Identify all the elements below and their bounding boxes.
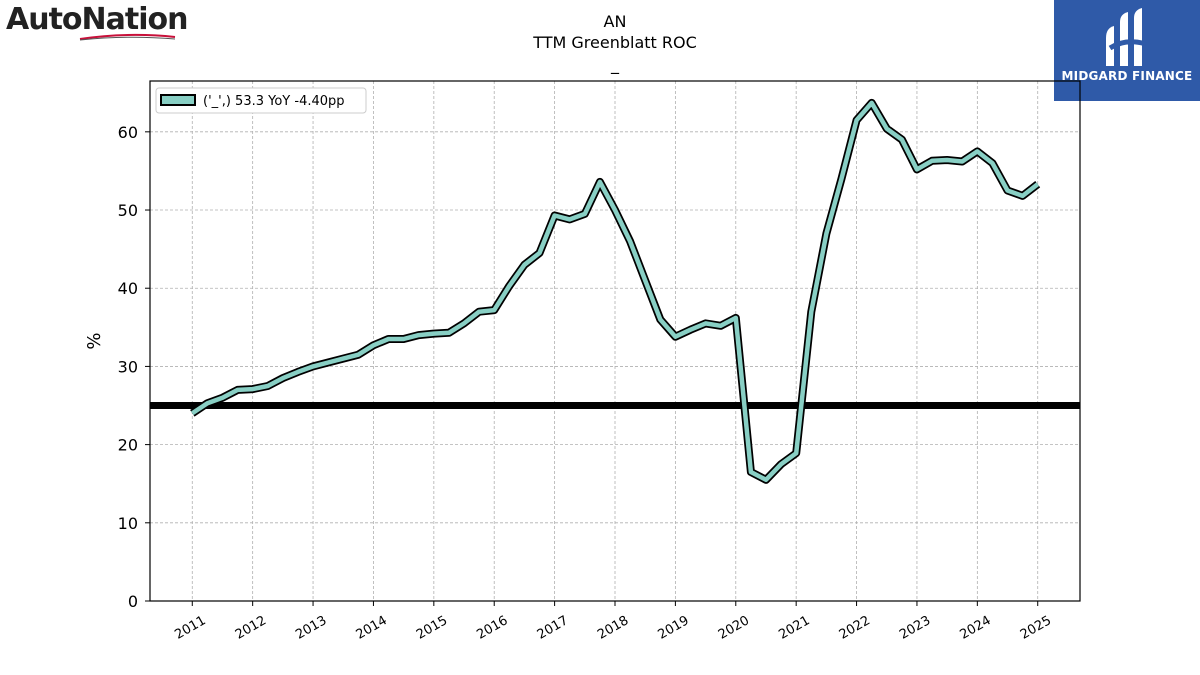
legend-swatch — [160, 94, 196, 106]
series-layer — [190, 98, 1041, 484]
chart-title-line-1: AN — [604, 12, 627, 31]
x-tick-label: 2019 — [656, 613, 692, 643]
y-tick-label: 10 — [118, 514, 138, 533]
axis-ticks: 0 10 20 30 40 50 60 2011 2012 2013 2014 2015 2016 201… — [118, 123, 1054, 643]
x-tick-label: 2024 — [958, 613, 994, 643]
x-tick-label: 2013 — [293, 613, 329, 643]
x-tick-label: 2014 — [354, 613, 390, 643]
x-tick-label: 2017 — [535, 613, 571, 643]
legend-label: ('_',) 53.3 YoY -4.40pp — [203, 94, 345, 109]
x-tick-label: 2022 — [837, 613, 873, 643]
x-tick-label: 2020 — [716, 613, 752, 643]
y-tick-label: 20 — [118, 436, 138, 455]
legend-box — [155, 87, 367, 114]
autonation-logo: AutoNation — [6, 2, 188, 37]
y-axis-label: % — [84, 332, 105, 349]
legend: ('_',) 53.3 YoY -4.40pp — [155, 87, 367, 114]
y-tick-label: 60 — [118, 123, 138, 142]
chart-title-line-3: _ — [610, 55, 620, 75]
brand-name: AutoNation — [6, 2, 188, 37]
midgard-logo-icon — [1106, 8, 1147, 66]
x-tick-label: 2021 — [776, 613, 812, 643]
x-tick-label: 2023 — [897, 613, 933, 643]
x-tick-label: 2025 — [1018, 613, 1054, 643]
y-tick-label: 50 — [118, 201, 138, 220]
x-tick-label: 2012 — [233, 613, 269, 643]
x-tick-label: 2016 — [474, 613, 510, 643]
x-tick-label: 2018 — [595, 613, 631, 643]
y-tick-label: 30 — [118, 357, 138, 376]
y-tick-label: 40 — [118, 279, 138, 298]
x-tick-label: 2015 — [414, 613, 450, 643]
x-tick-label: 2011 — [172, 613, 208, 643]
autonation-swoosh-icon — [79, 33, 176, 41]
y-tick-label: 0 — [128, 592, 138, 611]
chart-title-line-2: TTM Greenblatt ROC — [532, 33, 697, 52]
chart-title: AN TTM Greenblatt ROC _ — [532, 12, 697, 75]
series-line — [191, 100, 1040, 483]
midgard-finance-badge: MIDGARD FINANCE — [1054, 0, 1200, 101]
badge-name: MIDGARD FINANCE — [1061, 69, 1193, 83]
